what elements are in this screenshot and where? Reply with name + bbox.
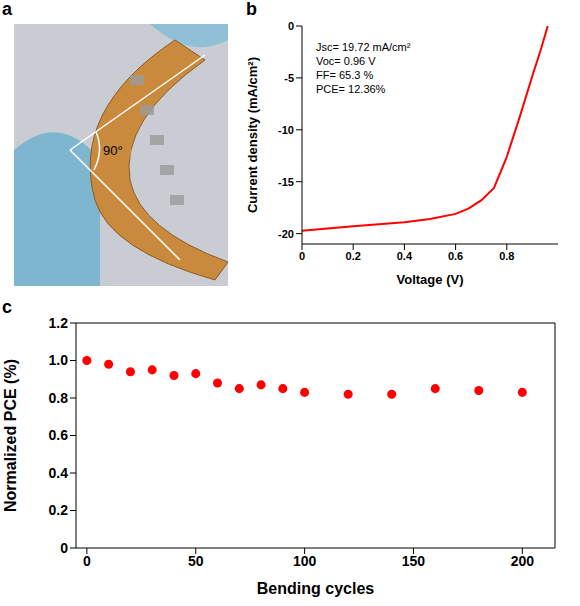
svg-text:0.6: 0.6 [448,250,463,262]
svg-text:Voltage (V): Voltage (V) [397,272,464,287]
svg-text:90°: 90° [103,143,123,158]
svg-text:-15: -15 [278,176,294,188]
html-text:PCE= 12.36%: PCE= 12.36% [316,83,386,95]
svg-text:0.8: 0.8 [49,390,69,406]
svg-text:0: 0 [288,20,294,32]
html-text:Voc= 0.96 V: Voc= 0.96 V [316,55,376,67]
svg-text:Normalized PCE (%): Normalized PCE (%) [2,359,19,512]
svg-text:0.2: 0.2 [346,250,361,262]
svg-text:1.0: 1.0 [49,352,69,368]
svg-text:150: 150 [402,553,426,569]
html-text:FF= 65.3 %: FF= 65.3 % [316,69,374,81]
svg-text:0.8: 0.8 [499,250,514,262]
svg-text:-20: -20 [278,228,294,240]
svg-text:50: 50 [188,553,204,569]
svg-text:1.2: 1.2 [49,315,69,331]
svg-text:0: 0 [83,553,91,569]
svg-text:-10: -10 [278,124,294,136]
svg-text:100: 100 [293,553,317,569]
svg-text:-5: -5 [284,72,294,84]
html-text:a: a [2,0,12,19]
svg-text:0.4: 0.4 [49,465,69,481]
svg-text:0: 0 [299,250,305,262]
svg-text:0.4: 0.4 [397,250,413,262]
svg-text:0: 0 [60,540,68,556]
svg-text:Bending cycles: Bending cycles [257,580,374,597]
svg-text:200: 200 [511,553,535,569]
html-text:c: c [2,297,12,317]
svg-text:0.6: 0.6 [49,427,69,443]
html-text:b: b [246,0,257,19]
html-text:Jsc= 19.72 mA/cm²: Jsc= 19.72 mA/cm² [316,41,411,53]
svg-text:0.2: 0.2 [49,502,69,518]
svg-text:Current density (mA/cm²): Current density (mA/cm²) [245,57,260,213]
